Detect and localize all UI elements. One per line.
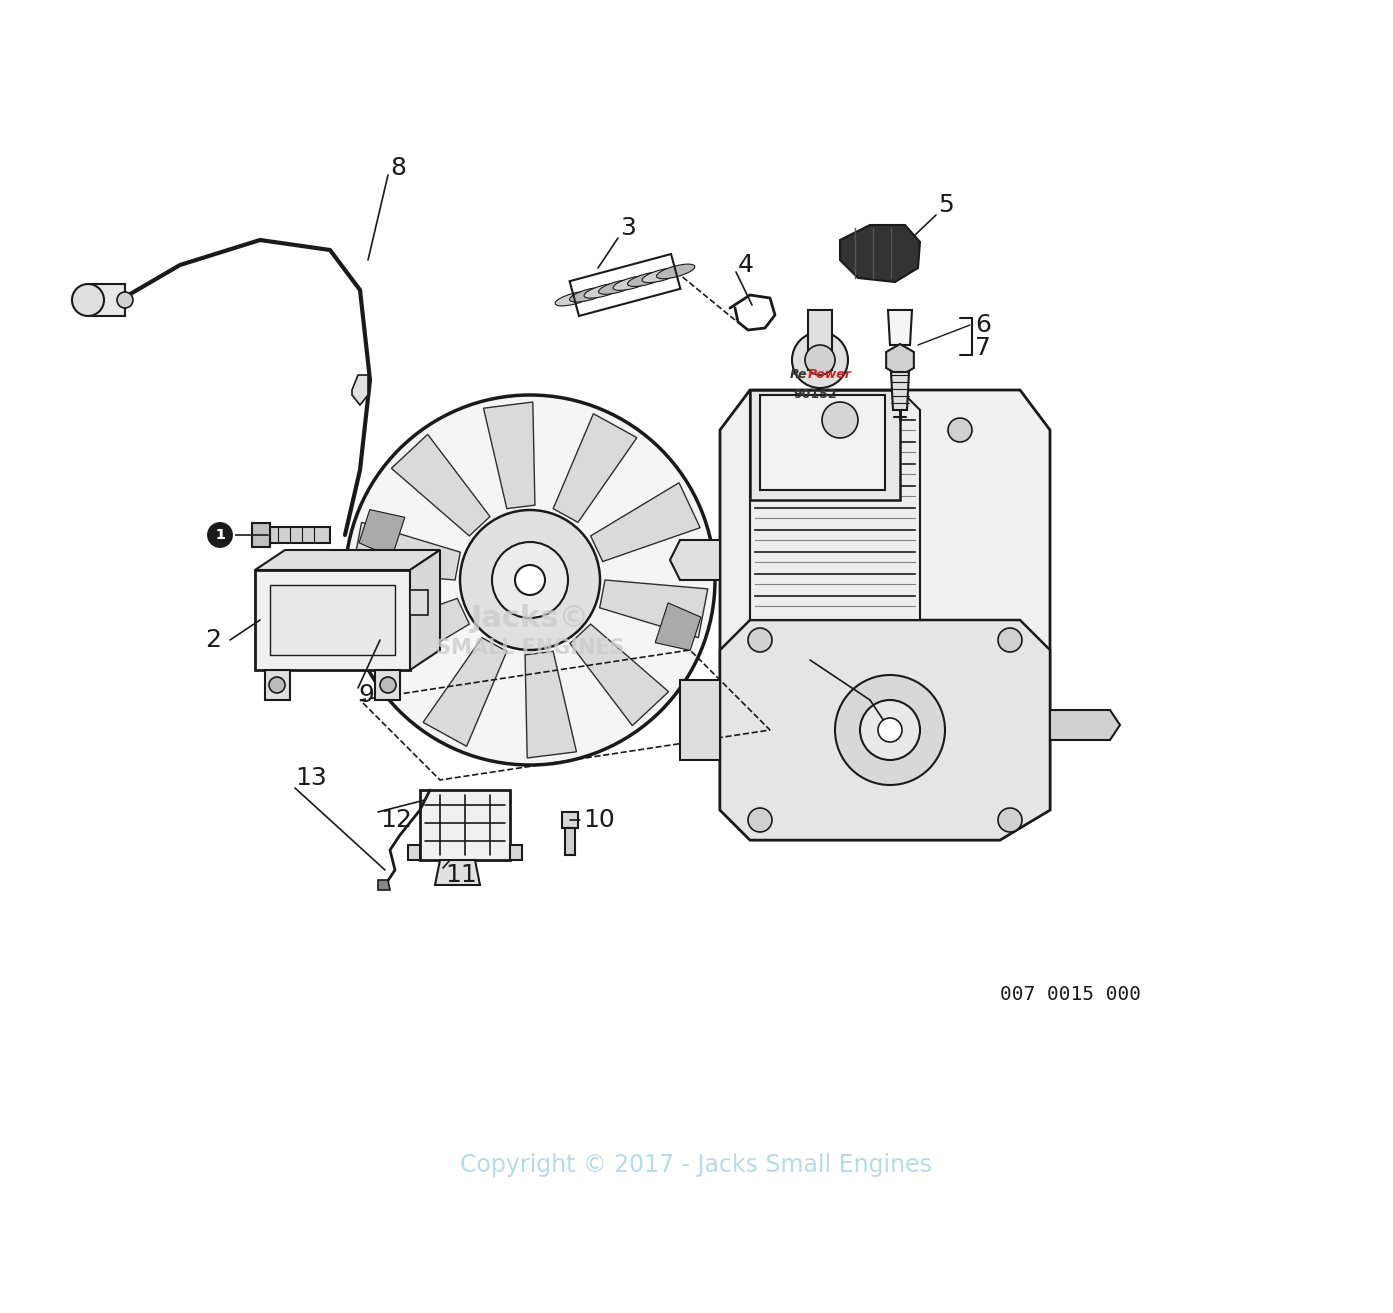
Ellipse shape [628,272,666,286]
Ellipse shape [642,268,680,282]
Polygon shape [352,523,460,580]
Polygon shape [749,390,919,620]
Polygon shape [408,846,421,860]
Polygon shape [591,483,701,562]
Text: 12: 12 [380,807,412,832]
Polygon shape [570,624,669,726]
Text: SMALL ENGINES: SMALL ENGINES [436,638,624,658]
Polygon shape [423,638,507,746]
Text: Copyright © 2017 - Jacks Small Engines: Copyright © 2017 - Jacks Small Engines [460,1153,932,1176]
Polygon shape [255,570,410,670]
Circle shape [380,678,396,693]
Polygon shape [421,790,510,860]
Polygon shape [1050,710,1120,741]
Polygon shape [887,310,912,345]
Polygon shape [378,880,390,890]
Polygon shape [599,580,708,638]
Polygon shape [391,435,490,536]
Polygon shape [525,651,577,758]
Ellipse shape [599,280,637,294]
Text: 10: 10 [584,807,614,832]
Polygon shape [892,372,910,410]
Circle shape [515,565,545,595]
Polygon shape [761,395,885,490]
Text: 13: 13 [295,765,327,790]
Text: 7: 7 [975,336,990,360]
Circle shape [859,700,919,760]
Circle shape [997,807,1022,832]
Polygon shape [359,509,405,557]
Circle shape [345,395,715,765]
Polygon shape [655,603,701,650]
Text: 1: 1 [215,528,224,542]
Polygon shape [808,310,832,370]
Circle shape [878,718,903,742]
Polygon shape [375,670,400,700]
Polygon shape [561,811,578,829]
Circle shape [793,332,848,389]
Text: 8: 8 [390,156,405,180]
Circle shape [834,675,944,785]
Polygon shape [435,860,481,885]
Text: 2: 2 [205,628,221,653]
Polygon shape [359,599,469,678]
Polygon shape [265,670,290,700]
Circle shape [492,542,568,618]
Circle shape [206,521,234,549]
Polygon shape [88,284,125,316]
Polygon shape [720,390,1050,840]
Circle shape [822,402,858,439]
Ellipse shape [570,288,607,302]
Polygon shape [566,829,575,855]
Circle shape [805,345,834,376]
Polygon shape [270,527,330,544]
Text: 9: 9 [358,683,373,706]
Circle shape [748,807,772,832]
Circle shape [748,628,772,653]
Polygon shape [352,376,368,404]
Ellipse shape [656,264,695,278]
Text: 4: 4 [738,253,754,277]
Polygon shape [255,550,440,570]
Polygon shape [510,846,522,860]
Circle shape [997,628,1022,653]
Polygon shape [483,402,535,508]
Polygon shape [270,586,396,655]
Text: Power: Power [808,368,853,381]
Polygon shape [410,550,440,670]
Circle shape [460,509,600,650]
Text: 3: 3 [620,217,635,240]
Text: 11: 11 [444,863,476,888]
Polygon shape [680,680,720,760]
Circle shape [72,284,104,316]
Polygon shape [720,620,1050,840]
Circle shape [269,678,286,693]
Text: Re: Re [790,368,808,381]
Polygon shape [886,344,914,376]
Text: 90152: 90152 [793,389,837,400]
Polygon shape [553,414,637,523]
Text: 007 0015 000: 007 0015 000 [1000,985,1141,1004]
Text: Jacks©: Jacks© [471,604,589,633]
Ellipse shape [584,284,623,298]
Text: 5: 5 [937,193,954,217]
Circle shape [206,521,234,549]
Polygon shape [410,590,428,614]
Polygon shape [749,390,900,500]
Text: 1: 1 [215,528,224,542]
Circle shape [949,418,972,442]
Circle shape [117,291,132,309]
Text: 6: 6 [975,312,990,337]
Ellipse shape [556,291,593,306]
Ellipse shape [613,276,652,290]
Polygon shape [840,225,919,282]
Polygon shape [670,540,720,580]
Polygon shape [252,523,270,548]
